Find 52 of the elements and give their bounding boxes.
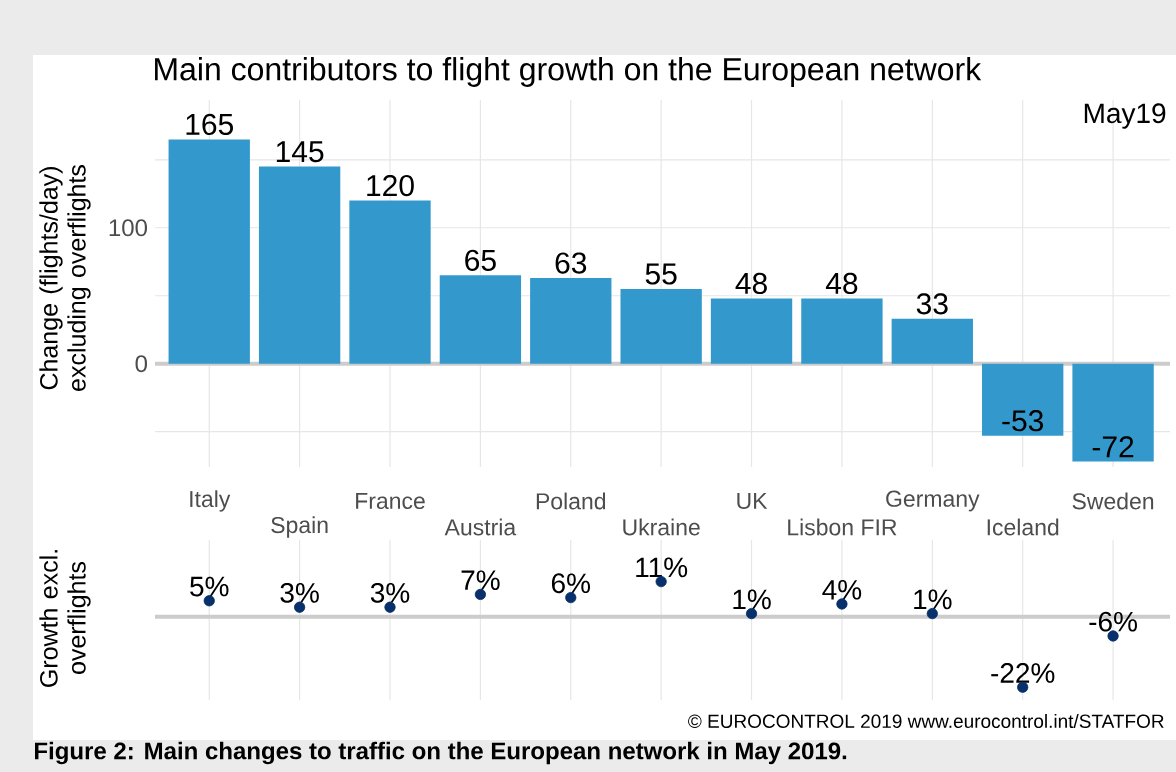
x-tick-label: Spain	[271, 516, 328, 538]
data-label: 33	[916, 293, 948, 315]
x-tick-label: UK	[737, 492, 768, 510]
annotation: May19	[1084, 103, 1166, 129]
bar	[801, 298, 883, 364]
data-label: 63	[555, 252, 587, 274]
bar	[168, 139, 250, 364]
x-tick-label: Italy	[190, 490, 231, 512]
bar	[620, 288, 702, 364]
bar	[349, 200, 431, 364]
data-label: 5%	[190, 576, 229, 597]
bar	[891, 318, 973, 364]
bar	[710, 298, 793, 364]
y-axis-title: Change (flights/day) excluding overflights	[39, 164, 91, 391]
data-label: 48	[735, 272, 767, 295]
data-label: 65	[465, 249, 496, 271]
x-tick-label: Austria	[444, 518, 517, 536]
data-label: 3%	[370, 582, 410, 603]
x-tick-label: Poland	[536, 492, 606, 510]
data-label: 3%	[280, 582, 319, 603]
data-label: -53	[1002, 410, 1044, 432]
data-label: 48	[825, 272, 858, 295]
bar	[530, 278, 612, 364]
bar	[982, 363, 1064, 436]
caption: Figure 2: Main changes to traffic on the European network in May 2019.	[35, 741, 847, 765]
x-tick-label: Iceland	[987, 518, 1059, 536]
text: © EUROCONTROL 2019 www.eurocontrol.int/STATFOR	[688, 714, 1164, 728]
y-tick-label: 100	[109, 219, 148, 237]
data-label: -72	[1092, 436, 1134, 458]
chart-title: Main contributors to flight growth on the European network	[155, 57, 982, 87]
data-label: 1%	[733, 589, 771, 610]
data-label: -6%	[1089, 611, 1137, 632]
data-label: 165	[186, 113, 233, 135]
data-label: -22%	[991, 663, 1055, 683]
x-tick-label: France	[356, 492, 425, 510]
x-tick-label: Lisbon FIR	[788, 518, 897, 536]
data-label: 55	[645, 263, 677, 285]
data-label: 1%	[914, 589, 952, 610]
bar	[439, 275, 522, 364]
data-label: 145	[276, 141, 324, 163]
x-tick-label: Ukraine	[623, 518, 700, 536]
x-tick-label: Sweden	[1072, 492, 1154, 510]
data-label: 4%	[822, 579, 862, 600]
data-label: 7%	[461, 570, 500, 590]
y-tick-label: 0	[135, 355, 148, 373]
bar	[1072, 363, 1154, 462]
data-label: 6%	[551, 573, 591, 594]
bar	[258, 166, 341, 364]
data-label: 120	[367, 174, 414, 197]
data-label: 11%	[636, 557, 688, 578]
x-tick-label: Germany	[886, 490, 980, 512]
y-axis-title: Growth excl. overflights	[39, 550, 91, 687]
